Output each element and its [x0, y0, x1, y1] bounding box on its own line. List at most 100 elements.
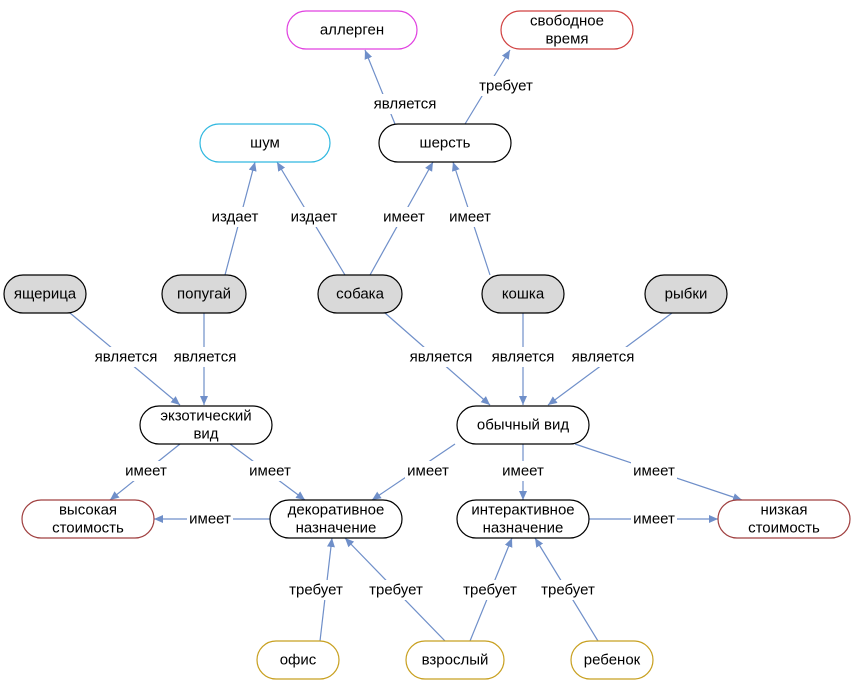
edge-label-lizard-to-exotic: является — [95, 349, 158, 366]
edge-label-background — [631, 509, 677, 529]
edge-label-background — [187, 509, 233, 529]
node-box-parrot — [161, 274, 247, 314]
node-box-high-cost — [21, 499, 155, 539]
node-label-decorative: назначение — [296, 520, 377, 537]
edge-label-background — [285, 580, 347, 600]
edge-label-dog-to-noise: издает — [291, 209, 338, 226]
edge-label-background — [381, 207, 427, 227]
edge-label-background — [447, 207, 493, 227]
edge-label-background — [459, 580, 521, 600]
edge-label-child-to-interactive: требует — [541, 582, 595, 599]
edge-label-common-to-interactive: имеет — [502, 463, 544, 480]
node-label-common: обычный вид — [477, 417, 569, 434]
node-box-exotic — [139, 405, 273, 445]
edge-label-background — [247, 461, 293, 481]
node-box-fish — [644, 274, 728, 314]
edge-label-fur-to-allergen: является — [374, 96, 437, 113]
edge-label-adult-to-interactive: требует — [463, 582, 517, 599]
edge-label-office-to-decorative: требует — [289, 582, 343, 599]
node-box-fur — [378, 123, 512, 163]
edge-label-background — [123, 461, 169, 481]
edge-label-background — [287, 207, 341, 227]
node-label-allergen: аллерген — [320, 22, 384, 39]
node-label-adult: взрослый — [422, 652, 489, 669]
edge-label-common-to-decorative: имеет — [407, 463, 449, 480]
node-box-lizard — [3, 274, 87, 314]
edge-labels-layer: является требует издает издает имеет имеет явл… — [91, 76, 677, 600]
node-label-noise: шум — [250, 135, 280, 152]
node-label-low-cost: стоимость — [748, 520, 820, 537]
node-box-dog — [317, 274, 403, 314]
node-label-parrot: попугай — [177, 286, 231, 303]
node-label-free-time: свободное — [530, 13, 604, 30]
node-label-interactive: интерактивное — [471, 502, 574, 519]
node-fish: рыбки — [644, 274, 728, 314]
node-common: обычный вид — [456, 405, 590, 445]
edge-label-exotic-to-high-cost: имеет — [125, 463, 167, 480]
node-dog: собака — [317, 274, 403, 314]
node-box-noise — [199, 123, 331, 163]
node-label-fish: рыбки — [665, 286, 708, 303]
node-noise: шум — [199, 123, 331, 163]
node-box-child — [570, 640, 654, 680]
edge-label-interactive-to-low-cost: имеет — [633, 511, 675, 528]
edge-label-background — [170, 347, 240, 367]
edge-label-background — [91, 347, 161, 367]
edge-label-background — [631, 461, 677, 481]
edge-label-background — [405, 461, 451, 481]
edge-label-background — [537, 580, 599, 600]
node-label-cat: кошка — [502, 286, 545, 303]
node-label-high-cost: стоимость — [52, 520, 124, 537]
node-lizard: ящерица — [3, 274, 87, 314]
edge-label-dog-to-fur: имеет — [383, 209, 425, 226]
node-box-low-cost — [717, 499, 851, 539]
node-box-adult — [405, 640, 505, 680]
edge-label-fur-to-free-time: требует — [479, 78, 533, 95]
edge-label-background — [475, 76, 537, 96]
node-cat: кошка — [481, 274, 565, 314]
node-box-free-time — [500, 10, 634, 50]
node-label-free-time: время — [545, 31, 588, 48]
node-label-exotic: экзотический — [160, 408, 251, 425]
edge-label-common-to-low-cost: имеет — [633, 463, 675, 480]
edge-label-background — [406, 347, 476, 367]
node-label-dog: собака — [336, 286, 384, 303]
edge-label-cat-to-common: является — [492, 349, 555, 366]
node-child: ребенок — [570, 640, 654, 680]
edge-label-background — [500, 461, 546, 481]
edge-label-parrot-to-noise: издает — [212, 209, 259, 226]
node-label-fur: шерсть — [420, 135, 471, 152]
node-label-interactive: назначение — [483, 520, 564, 537]
node-label-decorative: декоративное — [288, 502, 385, 519]
node-office: офис — [256, 640, 340, 680]
node-box-cat — [481, 274, 565, 314]
node-adult: взрослый — [405, 640, 505, 680]
edge-label-exotic-to-decorative: имеет — [249, 463, 291, 480]
node-box-decorative — [269, 499, 403, 539]
node-label-lizard: ящерица — [14, 286, 77, 303]
edge-label-background — [488, 347, 558, 367]
edge-label-background — [365, 580, 427, 600]
node-label-child: ребенок — [584, 652, 641, 669]
node-label-high-cost: высокая — [59, 502, 117, 519]
node-label-office: офис — [280, 652, 317, 669]
edge-label-fish-to-common: является — [572, 349, 635, 366]
node-label-low-cost: низкая — [761, 502, 808, 519]
edge-label-decorative-to-high-cost: имеет — [189, 511, 231, 528]
node-fur: шерсть — [378, 123, 512, 163]
node-box-office — [256, 640, 340, 680]
edge-label-background — [208, 207, 262, 227]
edge-label-cat-to-fur: имеет — [449, 209, 491, 226]
edge-label-background — [370, 94, 440, 114]
node-box-interactive — [456, 499, 590, 539]
node-parrot: попугай — [161, 274, 247, 314]
edge-label-dog-to-common: является — [410, 349, 473, 366]
edge-label-background — [568, 347, 638, 367]
